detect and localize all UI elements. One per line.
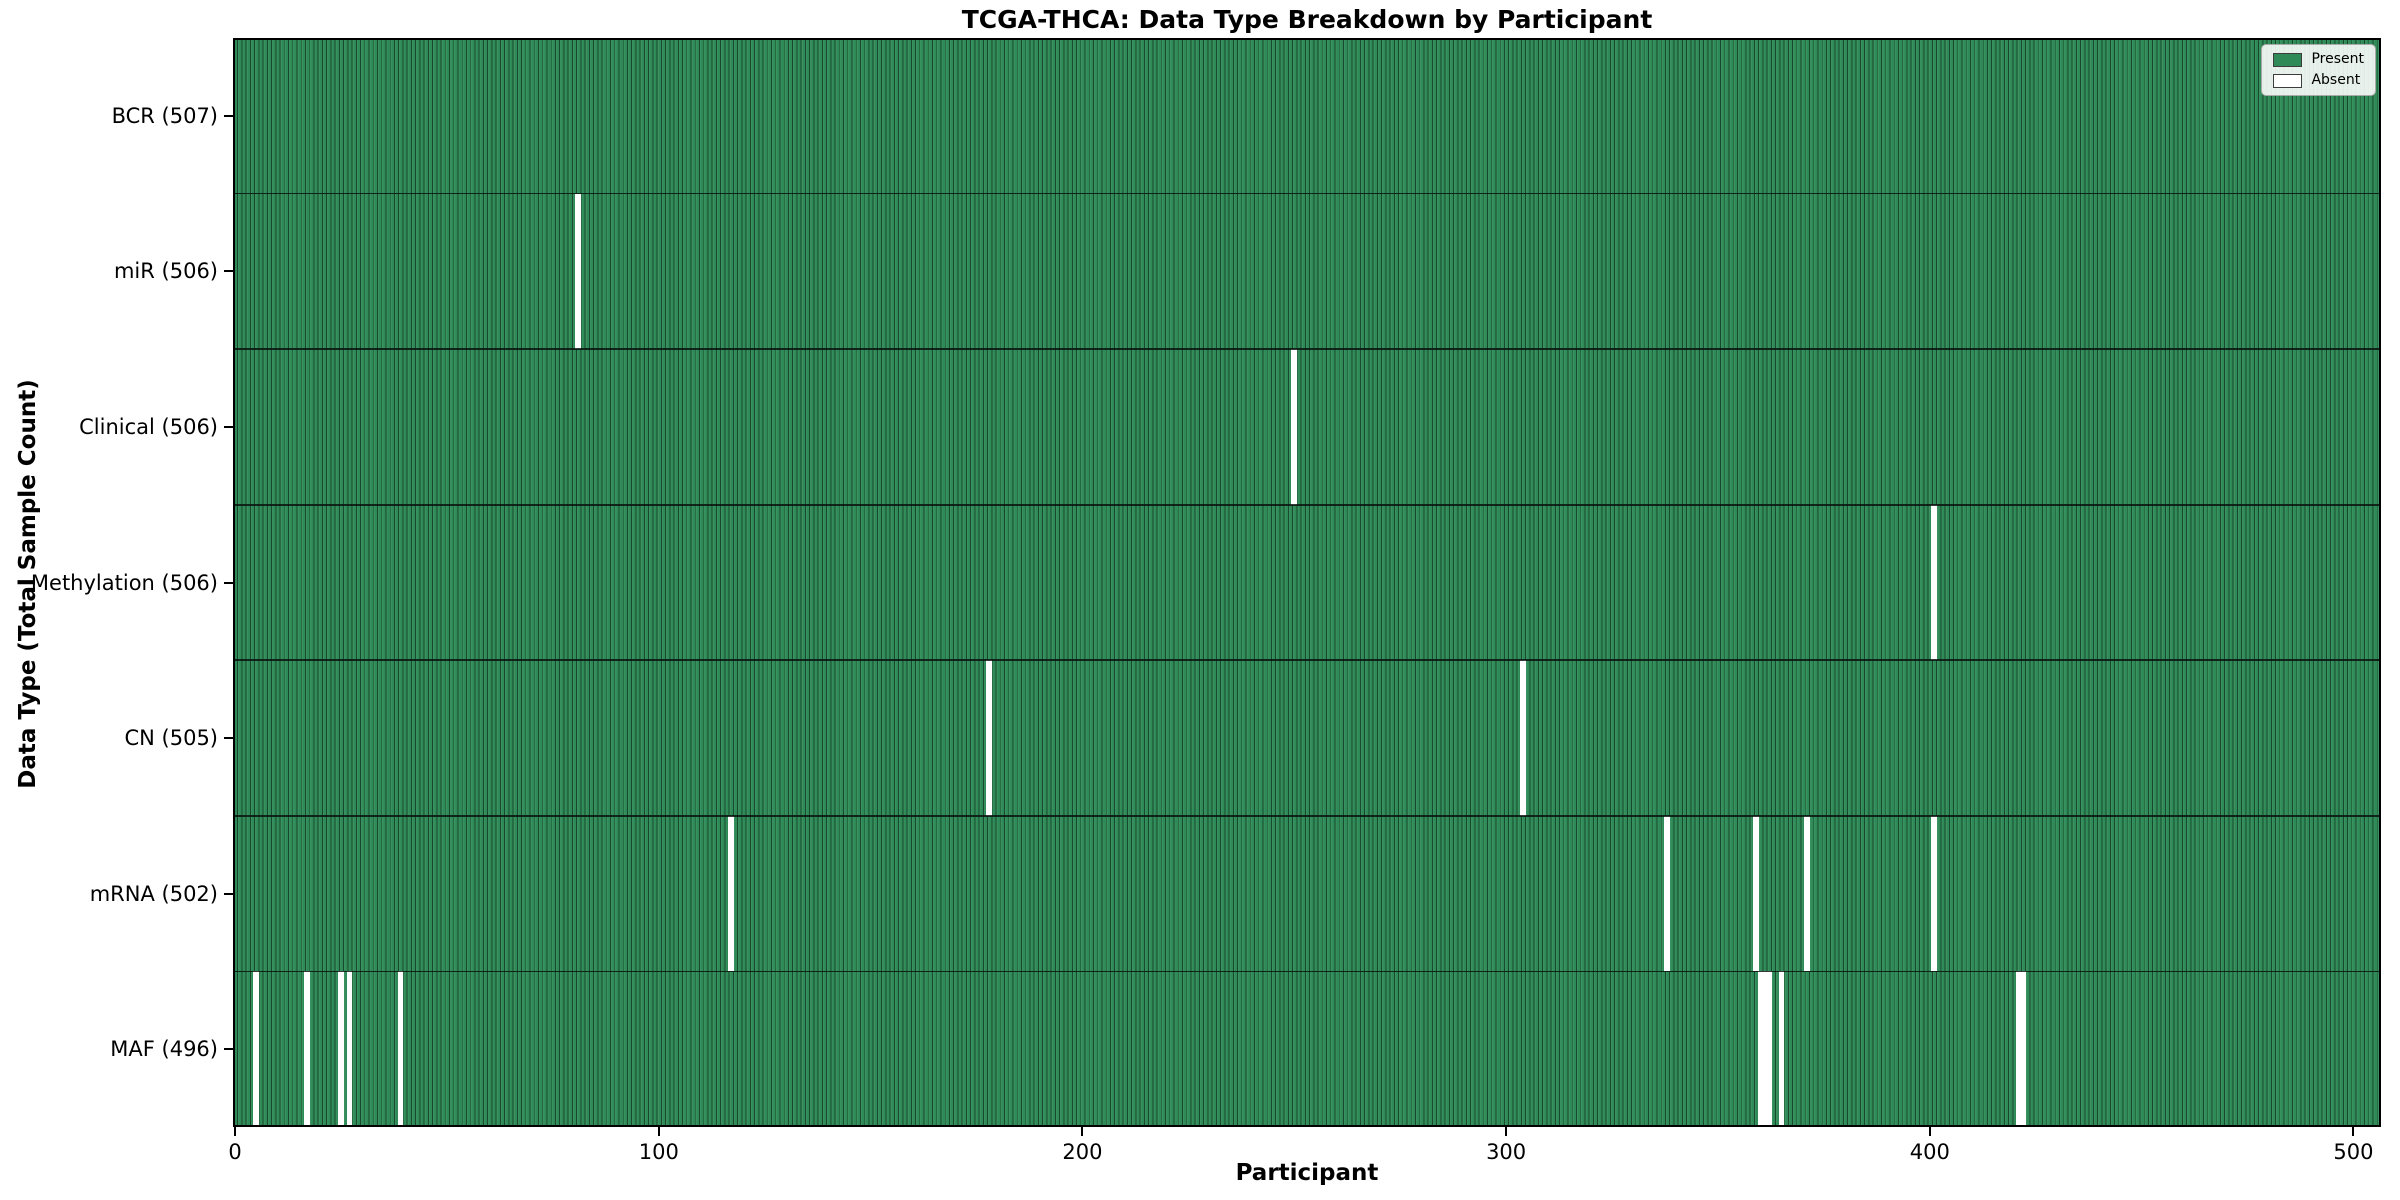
row-separator bbox=[233, 970, 2381, 973]
absent-mark bbox=[575, 193, 582, 350]
row-band-MAF bbox=[233, 971, 2381, 1127]
x-tick-label-500: 500 bbox=[2333, 1140, 2374, 1164]
y-tick-mark bbox=[224, 892, 233, 895]
chart-title: TCGA-THCA: Data Type Breakdown by Partic… bbox=[961, 5, 1653, 34]
x-tick-label-300: 300 bbox=[1486, 1140, 1527, 1164]
legend-label-absent: Absent bbox=[2311, 72, 2361, 88]
absent-mark bbox=[253, 971, 260, 1127]
x-tick-mark bbox=[1505, 1127, 1508, 1136]
row-band-Clinical bbox=[233, 349, 2381, 505]
absent-swatch-icon bbox=[2273, 73, 2303, 88]
absent-mark bbox=[338, 971, 344, 1127]
y-tick-label-MAF: MAF (496) bbox=[110, 1037, 218, 1062]
absent-mark bbox=[1664, 815, 1670, 972]
y-tick-mark bbox=[224, 737, 233, 740]
absent-mark bbox=[1804, 815, 1810, 972]
absent-mark bbox=[397, 971, 404, 1127]
row-separator bbox=[233, 192, 2381, 195]
x-tick-mark bbox=[2352, 1127, 2355, 1136]
x-tick-label-100: 100 bbox=[638, 1140, 679, 1164]
row-band-BCR bbox=[233, 38, 2381, 194]
row-separator bbox=[233, 659, 2381, 662]
row-separator bbox=[233, 815, 2381, 817]
absent-mark bbox=[986, 660, 993, 816]
y-tick-mark bbox=[224, 581, 233, 584]
present-swatch-icon bbox=[2273, 52, 2303, 67]
absent-mark bbox=[1778, 971, 1785, 1127]
absent-mark bbox=[1931, 504, 1937, 661]
x-tick-label-200: 200 bbox=[1062, 1140, 1103, 1164]
legend-label-present: Present bbox=[2311, 51, 2364, 67]
y-tick-label-mRNA: mRNA (502) bbox=[89, 881, 218, 906]
y-tick-label-Methylation: Methylation (506) bbox=[30, 570, 218, 595]
absent-mark bbox=[2015, 971, 2022, 1127]
absent-mark bbox=[1931, 815, 1937, 972]
y-tick-mark bbox=[224, 114, 233, 117]
x-tick-label-400: 400 bbox=[1909, 1140, 1950, 1164]
y-tick-label-BCR: BCR (507) bbox=[111, 103, 218, 128]
absent-mark bbox=[2020, 971, 2026, 1127]
row-band-Methylation bbox=[233, 504, 2381, 661]
legend-entry-present: Present bbox=[2273, 52, 2364, 67]
absent-mark bbox=[346, 971, 353, 1127]
legend-entry-absent: Absent bbox=[2273, 73, 2364, 88]
absent-mark bbox=[1520, 660, 1526, 816]
y-tick-label-CN: CN (505) bbox=[124, 726, 218, 751]
absent-mark bbox=[1761, 971, 1768, 1127]
x-tick-mark bbox=[1081, 1127, 1084, 1136]
x-axis-label: Participant bbox=[1235, 1160, 1379, 1186]
y-tick-label-miR: miR (506) bbox=[113, 259, 218, 284]
y-tick-mark bbox=[224, 425, 233, 428]
legend: Present Absent bbox=[2261, 44, 2376, 96]
row-separator bbox=[233, 348, 2381, 350]
y-tick-mark bbox=[224, 1048, 233, 1051]
x-tick-mark bbox=[1928, 1127, 1931, 1136]
absent-mark bbox=[304, 971, 310, 1127]
row-separator bbox=[233, 503, 2381, 506]
x-tick-label-0: 0 bbox=[228, 1140, 242, 1164]
absent-mark bbox=[1757, 971, 1764, 1127]
row-band-miR bbox=[233, 193, 2381, 350]
y-tick-mark bbox=[224, 270, 233, 273]
y-tick-label-Clinical: Clinical (506) bbox=[79, 414, 218, 439]
absent-mark bbox=[1765, 971, 1772, 1127]
absent-mark bbox=[1753, 815, 1759, 972]
x-tick-mark bbox=[657, 1127, 660, 1136]
x-tick-mark bbox=[234, 1127, 237, 1136]
row-band-CN bbox=[233, 660, 2381, 816]
absent-mark bbox=[1291, 349, 1298, 505]
row-band-mRNA bbox=[233, 815, 2381, 972]
absent-mark bbox=[727, 815, 734, 972]
plot-area bbox=[233, 38, 2381, 1127]
